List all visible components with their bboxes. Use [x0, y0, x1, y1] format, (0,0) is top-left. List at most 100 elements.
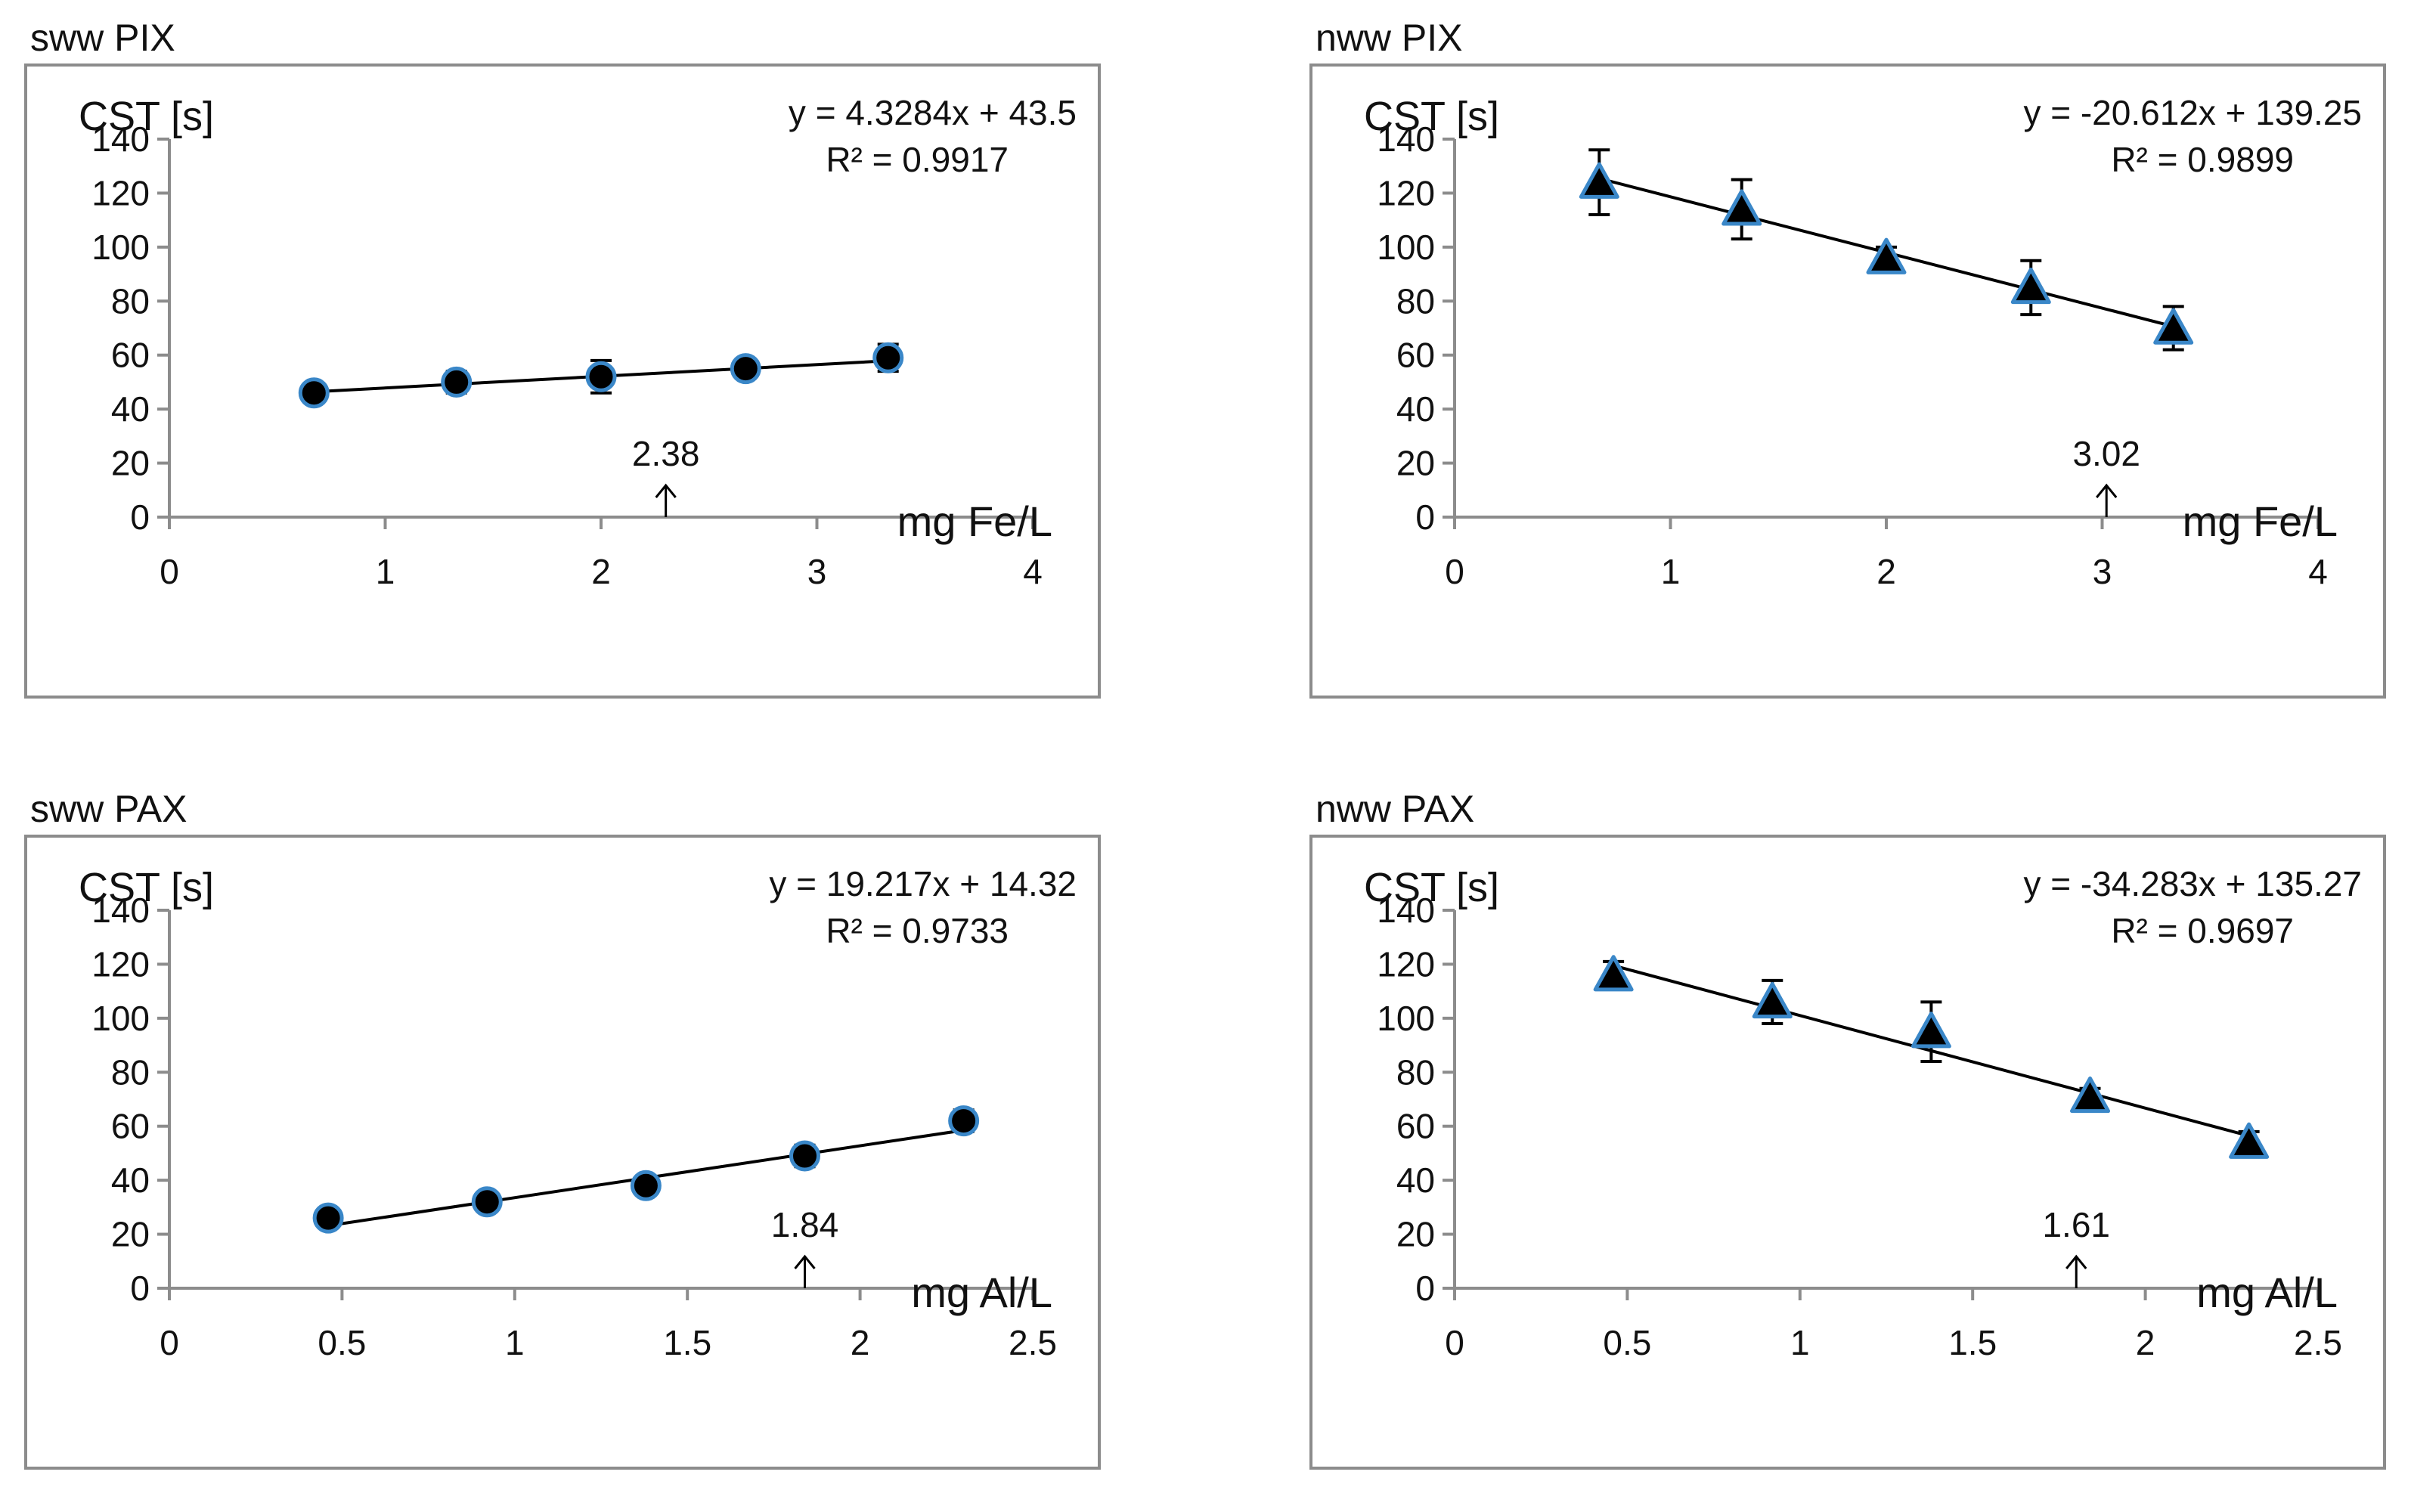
y-tick-label: 120: [91, 944, 150, 984]
y-tick-label: 100: [91, 999, 150, 1038]
data-point: [948, 1105, 980, 1137]
chart-panel-nww-pix: nww PIX 0 20 40 60 80 100 120 140 0 1 2 3 4 3.02 CST …: [1285, 0, 2411, 741]
data-point: [1911, 1012, 1951, 1049]
chart-title: nww PAX: [1316, 788, 1475, 830]
y-tick-label: 80: [1396, 1052, 1435, 1092]
x-tick-label: 0: [160, 552, 179, 591]
y-tick-label: 100: [1377, 999, 1435, 1038]
threshold-label: 1.84: [771, 1205, 839, 1244]
y-tick-label: 60: [1396, 336, 1435, 375]
x-axis-label: mg Fe/L: [2182, 497, 2338, 545]
y-tick-label: 140: [91, 119, 150, 159]
x-tick-label: 2: [591, 552, 611, 591]
threshold-arrow-head: [2096, 483, 2118, 498]
y-tick-label: 40: [111, 389, 150, 429]
threshold-label: 1.61: [2042, 1205, 2110, 1244]
chart-plot: 0 20 40 60 80 100 120 140 0 0.5 1 1.5 2 2.5 1.61: [1377, 891, 2342, 1362]
data-point: [585, 361, 617, 392]
x-tick-label: 2: [851, 1323, 870, 1362]
x-tick-label: 1: [1661, 552, 1681, 591]
chart-plot: 0 20 40 60 80 100 120 140 0 1 2 3 4 3.02: [1377, 119, 2328, 591]
chart-frame: 0 20 40 60 80 100 120 140 0 1 2 3 4 2.38 CST [s] y = …: [24, 64, 1101, 699]
y-tick-label: 20: [111, 1215, 150, 1254]
chart-title: sww PIX: [30, 17, 175, 59]
x-tick-label: 0: [1445, 552, 1464, 591]
chart-plot: 0 20 40 60 80 100 120 140 0 0.5 1 1.5 2 2.5 1.84: [91, 891, 1057, 1362]
x-tick-label: 4: [2308, 552, 2328, 591]
trendline-equation: y = 4.3284x + 43.5 R² = 0.9917: [789, 89, 1077, 183]
data-point: [1579, 162, 1619, 199]
trendline-equation: y = -34.283x + 135.27 R² = 0.9697: [2023, 860, 2362, 954]
data-point: [2153, 308, 2194, 345]
y-tick-label: 0: [1415, 497, 1435, 537]
y-tick-label: 40: [111, 1160, 150, 1200]
data-point: [1721, 189, 1762, 226]
x-tick-label: 3: [807, 552, 827, 591]
x-tick-label: 2.5: [1009, 1323, 1057, 1362]
x-axis-label: mg Fe/L: [897, 497, 1052, 545]
x-tick-label: 3: [2093, 552, 2112, 591]
data-point: [1593, 955, 1634, 992]
data-point: [1866, 237, 1907, 274]
threshold-label: 3.02: [2072, 434, 2140, 473]
equation-text: y = -20.612x + 139.25: [2023, 93, 2362, 132]
y-axis-label: CST [s]: [1364, 865, 1500, 910]
y-tick-label: 120: [91, 173, 150, 212]
chart-title: nww PIX: [1316, 17, 1463, 59]
y-tick-label: 60: [1396, 1107, 1435, 1146]
x-tick-label: 0: [1445, 1323, 1464, 1362]
chart-frame: 0 20 40 60 80 100 120 140 0 1 2 3 4 3.02 CST [s] y = …: [1309, 64, 2386, 699]
x-tick-label: 0.5: [1603, 1323, 1651, 1362]
trendline-equation: y = -20.612x + 139.25 R² = 0.9899: [2023, 89, 2362, 183]
chart-panel-sww-pax: sww PAX 0 20 40 60 80 100 120 140 0 0.5 1 1.5 2 2.5 1.…: [0, 771, 1179, 1512]
data-point: [2070, 1076, 2111, 1114]
x-tick-label: 1: [376, 552, 395, 591]
equation-text: y = 19.217x + 14.32: [769, 864, 1077, 903]
y-tick-label: 120: [1377, 173, 1435, 212]
y-tick-label: 60: [111, 1107, 150, 1146]
y-tick-label: 0: [1415, 1269, 1435, 1308]
x-tick-label: 2.5: [2294, 1323, 2342, 1362]
r-squared-text: R² = 0.9697: [2111, 911, 2294, 950]
data-point: [312, 1202, 344, 1234]
chart-panel-nww-pax: nww PAX 0 20 40 60 80 100 120 140 0 0.5 1 1.5 2 2.5 1.…: [1285, 771, 2411, 1512]
x-tick-label: 1: [505, 1323, 525, 1362]
y-tick-label: 80: [111, 1052, 150, 1092]
y-tick-label: 40: [1396, 389, 1435, 429]
y-tick-label: 20: [1396, 444, 1435, 483]
r-squared-text: R² = 0.9733: [826, 911, 1009, 950]
data-point: [2229, 1122, 2270, 1159]
r-squared-text: R² = 0.9917: [826, 140, 1009, 179]
data-point: [471, 1186, 503, 1218]
x-tick-label: 1: [1790, 1323, 1810, 1362]
y-tick-label: 40: [1396, 1160, 1435, 1200]
data-point: [298, 377, 330, 409]
chart-title: sww PAX: [30, 788, 187, 830]
x-tick-label: 2: [2136, 1323, 2155, 1362]
data-point: [1752, 981, 1793, 1019]
y-tick-label: 80: [111, 281, 150, 321]
y-tick-label: 100: [1377, 228, 1435, 267]
x-tick-label: 2: [1876, 552, 1896, 591]
threshold-arrow-head: [655, 483, 677, 498]
x-tick-label: 4: [1023, 552, 1043, 591]
data-point: [630, 1170, 662, 1201]
x-tick-label: 0: [160, 1323, 179, 1362]
data-point: [2010, 267, 2051, 305]
y-tick-label: 60: [111, 336, 150, 375]
equation-text: y = 4.3284x + 43.5: [788, 93, 1077, 132]
y-tick-label: 140: [91, 891, 150, 930]
y-axis-label: CST [s]: [1364, 94, 1500, 139]
data-point: [789, 1140, 821, 1172]
threshold-label: 2.38: [632, 434, 700, 473]
x-tick-label: 1.5: [663, 1323, 711, 1362]
chart-frame: 0 20 40 60 80 100 120 140 0 0.5 1 1.5 2 2.5 1.61 CST […: [1309, 835, 2386, 1470]
chart-plot: 0 20 40 60 80 100 120 140 0 1 2 3 4 2.38: [91, 119, 1043, 591]
y-tick-label: 20: [1396, 1215, 1435, 1254]
data-point: [730, 353, 761, 385]
data-point: [441, 366, 473, 398]
x-axis-label: mg Al/L: [2196, 1269, 2338, 1316]
y-tick-label: 20: [111, 444, 150, 483]
y-tick-label: 140: [1377, 119, 1435, 159]
equation-text: y = -34.283x + 135.27: [2023, 864, 2362, 903]
